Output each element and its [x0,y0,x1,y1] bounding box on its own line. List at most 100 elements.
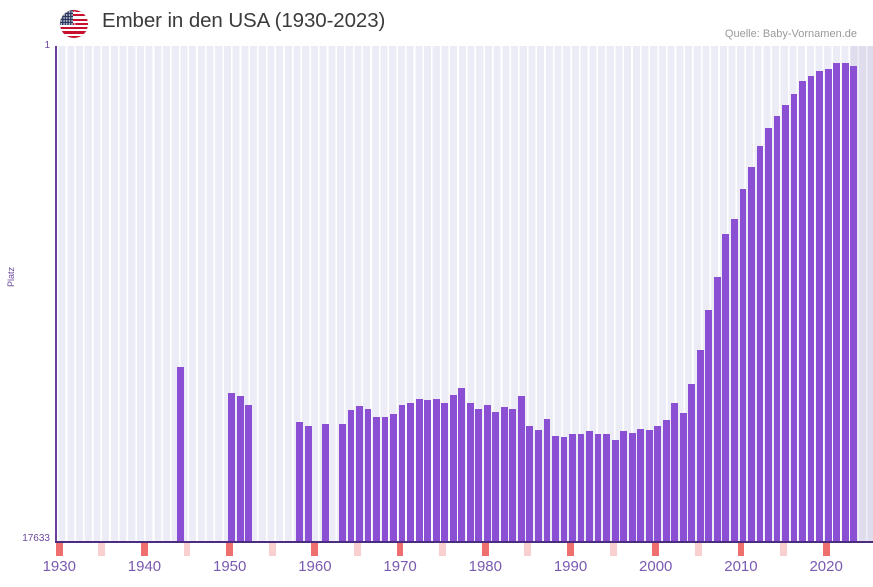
half-decade-marker [694,543,702,556]
bar [398,404,406,542]
bar [816,71,824,542]
chart-header: ★★★★★★ ★★★★★ ★★★★★★ ★★★★★ ★★★★★★ Ember i… [0,0,873,46]
bar [671,403,679,542]
bar [296,421,304,542]
bar [654,425,662,542]
bar [790,93,798,542]
bar [611,439,619,542]
bar [432,399,440,542]
bar [339,424,346,542]
bar [577,434,585,542]
bar [782,105,789,542]
bar [628,432,636,542]
decade-marker [822,543,830,556]
page-title: Ember in den USA (1930-2023) [102,9,386,32]
x-axis-tick-label: 2000 [639,558,673,575]
bar [245,404,253,542]
bar [569,434,576,542]
decade-marker [55,543,63,556]
half-decade-marker [98,543,106,556]
decade-marker [141,543,148,556]
x-axis-line [55,541,873,543]
decade-marker [481,543,489,556]
bar [713,276,721,542]
bar [509,408,517,542]
bar [833,63,841,542]
x-axis-tick-label: 1970 [383,558,417,575]
y-axis-tick-bottom: 17633 [22,533,50,544]
bar [696,349,704,542]
x-axis-tick-label: 2020 [809,558,843,575]
bar [500,407,508,542]
bar [824,69,832,542]
bar [517,396,525,542]
half-decade-marker [780,543,787,556]
bar [424,400,432,542]
half-decade-marker [524,543,532,556]
bar [739,189,747,542]
bar [449,394,457,542]
bar [177,366,184,542]
source-attribution: Quelle: Baby-Vornamen.de [724,28,857,40]
y-axis-title: Platz [6,267,16,288]
flag-stars: ★★★★★★ ★★★★★ ★★★★★★ ★★★★★ ★★★★★★ [60,10,77,26]
bar [364,408,372,542]
plot-area [55,46,873,542]
bar [356,406,363,542]
decade-marker [652,543,660,556]
x-axis-tick-label: 1980 [468,558,502,575]
decade-marker [737,543,745,556]
bar [688,383,696,542]
bar [228,393,236,542]
bar [748,166,755,542]
bar [594,434,602,542]
bar [807,75,815,542]
bar [850,65,858,542]
bar [662,420,670,542]
y-axis-tick-top: 1 [44,40,50,51]
x-axis-tick-labels: 1930 1940 1950 1960 1970 1980 1990 2000 2010 2020 [0,558,873,582]
flag-stripes [60,10,88,38]
half-decade-marker [354,543,361,556]
half-decade-marker [439,543,447,556]
half-decade-marker [183,543,191,556]
bar [535,429,542,542]
decade-marker-strip [55,543,873,556]
bar [841,63,849,542]
bar [526,425,534,542]
bar [492,411,500,542]
bar [637,428,645,542]
bar [722,234,730,542]
bar [560,437,568,542]
us-flag-circle-icon: ★★★★★★ ★★★★★ ★★★★★★ ★★★★★ ★★★★★★ [60,10,88,38]
bar [347,410,355,542]
bar [799,81,806,542]
bar [475,408,483,542]
bar [483,404,491,542]
x-axis-tick-label: 1950 [212,558,247,575]
x-axis-tick-label: 1930 [42,558,76,575]
bar [458,387,466,542]
bar [679,413,687,542]
bar [620,431,628,542]
bar [441,403,449,542]
bar [373,417,380,542]
bar [407,403,415,542]
bar [381,417,389,542]
bar [552,435,559,542]
bar [466,403,474,542]
bar [645,429,653,542]
bar [705,310,713,542]
decade-marker [396,543,404,556]
bar [321,424,329,542]
bar [586,431,593,542]
bar [730,218,738,542]
decade-marker [226,543,234,556]
x-axis-tick-label: 2010 [724,558,758,575]
bar [236,396,244,542]
bar [390,414,397,542]
bar [415,399,423,542]
bar [603,434,610,542]
decade-marker [567,543,574,556]
